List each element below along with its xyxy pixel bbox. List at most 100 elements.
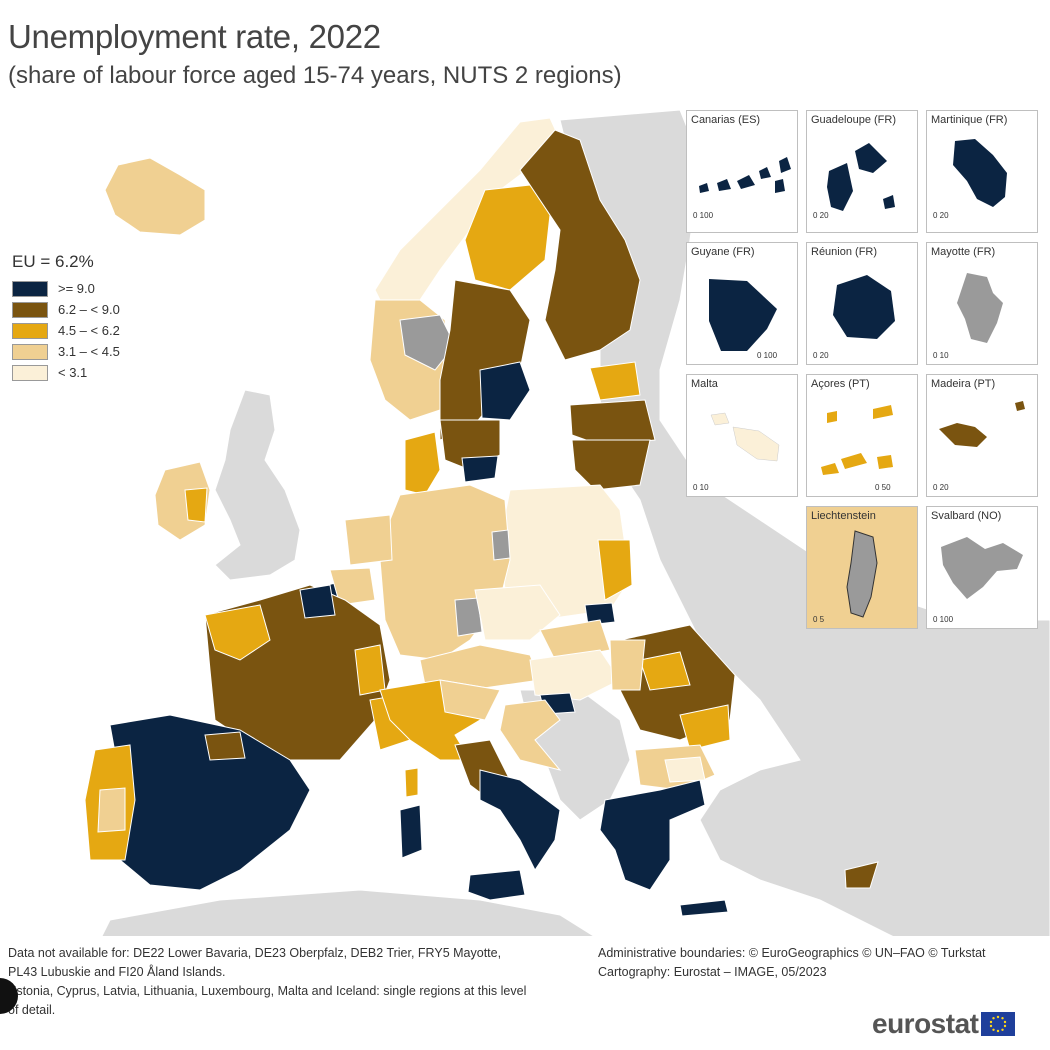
legend-label: 3.1 – < 4.5 [58, 344, 120, 359]
legend-label: >= 9.0 [58, 281, 95, 296]
boundaries-credit: Administrative boundaries: © EuroGeograp… [598, 946, 986, 960]
france-north [299, 584, 336, 619]
scale-bar: 0 20 [813, 351, 829, 360]
inset-martinique-map [953, 139, 1007, 207]
inset-canarias: Canarias (ES) 0 100 [686, 110, 798, 233]
romania-west [609, 639, 646, 691]
inset-panel-grid: Canarias (ES) 0 100 Guadeloupe (FR) 0 20… [686, 110, 1040, 636]
legend-item: < 3.1 [12, 362, 120, 383]
inset-guadeloupe-map [827, 143, 895, 211]
eu-flag-icon [981, 1012, 1016, 1036]
scale-bar: 0 5 [813, 615, 825, 624]
cyprus [844, 861, 879, 889]
finland [519, 129, 641, 361]
inset-label: Guadeloupe (FR) [811, 114, 896, 126]
inset-acores: Açores (PT) 0 50 [806, 374, 918, 497]
inset-label: Svalbard (NO) [931, 510, 1002, 522]
legend-label: 4.5 – < 6.2 [58, 323, 120, 338]
inset-label: Guyane (FR) [691, 246, 755, 258]
europe-map-svg [84, 109, 1050, 936]
sicily [467, 869, 526, 901]
legend-swatch [12, 301, 48, 318]
note-single-regions: Estonia, Cyprus, Latvia, Lithuania, Luxe… [8, 984, 527, 1017]
italy-south [479, 769, 561, 871]
romania-center [639, 651, 691, 691]
sweden-skane [461, 455, 499, 483]
poland-east [597, 539, 633, 601]
legend-swatch [12, 343, 48, 360]
legend-swatch [12, 280, 48, 297]
inset-acores-map [821, 405, 893, 475]
scale-bar: 0 50 [875, 483, 891, 492]
non-eu-landmass [559, 109, 1050, 936]
latvia [569, 399, 656, 446]
legend-label: 6.2 – < 9.0 [58, 302, 120, 317]
cartography-credit: Cartography: Eurostat – IMAGE, 05/2023 [598, 965, 827, 979]
inset-label: Malta [691, 378, 718, 390]
inset-guyane-map [709, 279, 777, 351]
italy-north-east [439, 679, 501, 721]
spain-north [204, 731, 246, 761]
belgium-north [329, 567, 376, 606]
scale-bar: 0 100 [933, 615, 954, 624]
inset-label: Açores (PT) [811, 378, 870, 390]
inset-label: Liechtenstein [811, 510, 876, 522]
romania-south [679, 704, 731, 751]
france-west [204, 604, 271, 661]
netherlands [344, 514, 393, 566]
legend-swatch [12, 322, 48, 339]
inset-canarias-map [699, 157, 791, 193]
note-data-not-available: Data not available for: DE22 Lower Bavar… [8, 946, 502, 979]
legend-item: 4.5 – < 6.2 [12, 320, 120, 341]
corsica [404, 767, 419, 798]
inset-liechtenstein-map [846, 530, 878, 618]
inset-malta: Malta 0 10 [686, 374, 798, 497]
inset-label: Madeira (PT) [931, 378, 996, 390]
germany-no-data [454, 597, 483, 637]
legend-swatch [12, 364, 48, 381]
bulgaria-east [664, 756, 706, 783]
hungary [529, 649, 621, 701]
inset-mayotte-map [957, 273, 1003, 343]
inset-reunion: Réunion (FR) 0 20 [806, 242, 918, 365]
logo-text: eurostat [872, 1008, 979, 1039]
inset-label: Canarias (ES) [691, 114, 761, 126]
inset-guyane: Guyane (FR) 0 100 [686, 242, 798, 365]
europe-map [0, 96, 1050, 936]
czechia [474, 584, 561, 641]
sardinia [399, 804, 423, 859]
inset-liechtenstein: Liechtenstein 0 5 [806, 506, 918, 629]
overlay-dot [0, 978, 18, 1014]
legend-item: >= 9.0 [12, 278, 120, 299]
legend-title: EU = 6.2% [12, 252, 94, 271]
scale-bar: 0 20 [933, 211, 949, 220]
inset-guadeloupe: Guadeloupe (FR) 0 20 [806, 110, 918, 233]
inset-martinique: Martinique (FR) 0 20 [926, 110, 1038, 233]
scale-bar: 0 10 [933, 351, 949, 360]
legend-label: < 3.1 [58, 365, 88, 380]
inset-reunion-map [833, 275, 895, 339]
map-legend: EU = 6.2% >= 9.0 6.2 – < 9.0 4.5 – < 6.2… [12, 252, 120, 383]
lithuania [571, 439, 651, 491]
inset-label: Réunion (FR) [811, 246, 878, 258]
estonia [589, 361, 641, 401]
inset-svalbard: Svalbard (NO) 0 100 [926, 506, 1038, 629]
north-africa [101, 889, 595, 936]
inset-madeira-map [939, 401, 1025, 447]
footer-credits: Administrative boundaries: © EuroGeograp… [598, 944, 1048, 982]
inset-label: Mayotte (FR) [931, 246, 996, 258]
footer-notes: Data not available for: DE22 Lower Bavar… [8, 944, 528, 1020]
sweden-stockholm [479, 361, 531, 421]
eurostat-logo: eurostat [872, 1008, 1016, 1040]
croatia [499, 699, 562, 771]
scale-bar: 0 20 [813, 211, 829, 220]
scale-bar: 0 100 [693, 211, 714, 220]
legend-item: 6.2 – < 9.0 [12, 299, 120, 320]
map-title: Unemployment rate, 2022 [8, 18, 381, 55]
map-subtitle: (share of labour force aged 15-74 years,… [8, 62, 622, 89]
portugal-center [97, 787, 126, 833]
scale-bar: 0 100 [757, 351, 778, 360]
inset-mayotte: Mayotte (FR) 0 10 [926, 242, 1038, 365]
legend-item: 3.1 – < 4.5 [12, 341, 120, 362]
ireland-east [184, 487, 208, 523]
